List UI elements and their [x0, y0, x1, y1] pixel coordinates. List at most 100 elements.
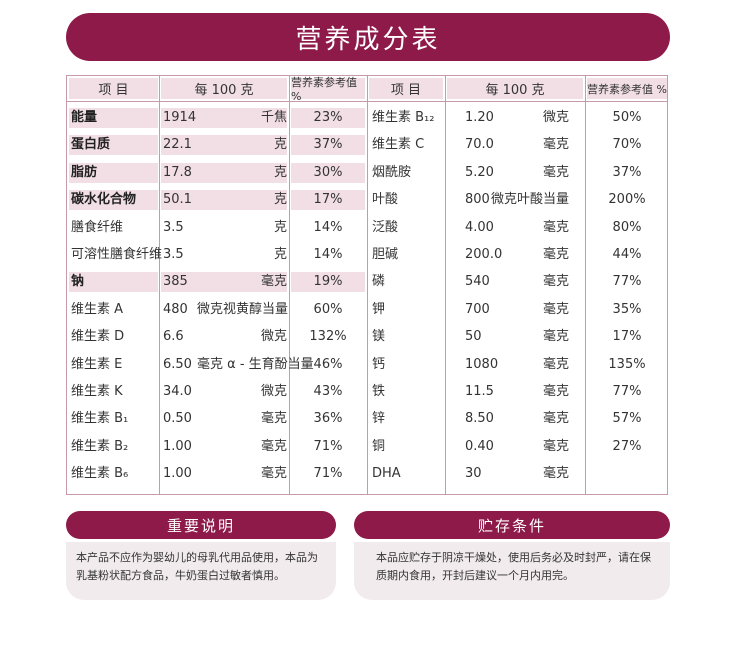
- nutrient-value: 1.00: [163, 438, 192, 454]
- nutrition-table: 项 目 每 100 克 营养素参考值 % 项 目 每 100 克 营养素参考值 …: [66, 75, 668, 495]
- header-nrv-left: 营养素参考值 %: [291, 76, 365, 103]
- nutrient-unit: 毫克 α - 生育酚当量: [197, 356, 314, 372]
- nutrient-unit: 毫克: [542, 137, 569, 153]
- nutrient-unit: 克: [273, 164, 287, 180]
- nutrient-unit: 微克: [260, 329, 287, 345]
- nutrient-unit: 毫克: [542, 329, 569, 345]
- nutrient-unit: 微克叶酸当量: [490, 192, 569, 208]
- nutrient-nrv: 77%: [612, 274, 642, 290]
- nutrient-name: 维生素 B₁₂: [372, 110, 435, 125]
- nutrient-nrv: [587, 460, 667, 487]
- nutrient-nrv: 37%: [612, 164, 642, 180]
- header-nrv-right: 营养素参考值 %: [587, 78, 667, 99]
- nutrient-name: 钾: [372, 301, 386, 317]
- row-highlight: [291, 190, 365, 211]
- nutrient-name: 铁: [372, 384, 386, 399]
- nutrient-nrv: 200%: [608, 192, 646, 208]
- row-highlight: [291, 272, 365, 293]
- nutrient-nrv: 71%: [313, 438, 343, 454]
- nutrient-unit: 毫克: [542, 301, 569, 317]
- nutrient-unit: 毫克: [542, 274, 569, 290]
- nutrient-nrv: 14%: [313, 219, 343, 235]
- nutrient-name: 维生素 E: [71, 356, 123, 372]
- nutrient-unit: 毫克: [542, 164, 569, 180]
- nutrient-value: 11.5: [465, 384, 494, 399]
- nutrient-unit: 微克: [542, 110, 569, 125]
- nutrient-nrv: 132%: [309, 329, 347, 345]
- row-highlight: [69, 272, 158, 293]
- nutrient-nrv: 23%: [313, 110, 343, 125]
- nutrient-nrv: 44%: [612, 247, 642, 262]
- nutrient-name: 能量: [71, 110, 98, 125]
- nutrient-nrv: 71%: [313, 466, 343, 482]
- nutrient-name: DHA: [372, 466, 401, 482]
- row-highlight: [161, 108, 287, 128]
- nutrient-unit: 毫克: [260, 438, 287, 454]
- nutrient-value: 5.20: [465, 164, 494, 180]
- nutrient-value: 34.0: [163, 384, 192, 399]
- nutrient-unit: 毫克: [542, 466, 569, 482]
- nutrient-nrv: 37%: [313, 137, 343, 153]
- nutrient-value: 6.50: [163, 356, 192, 372]
- important-notice-title: 重要说明: [166, 516, 235, 535]
- nutrient-nrv: 135%: [608, 356, 646, 372]
- column-divider: [585, 76, 586, 494]
- nutrient-unit: 微克视黄醇当量: [197, 301, 289, 317]
- nutrient-value: 4.00: [465, 219, 494, 235]
- nutrient-value: 540: [465, 274, 490, 290]
- nutrient-value: 0.40: [465, 438, 494, 454]
- nutrient-value: 70.0: [465, 137, 494, 153]
- nutrient-name: 泛酸: [372, 219, 399, 235]
- nutrient-value: 1.00: [163, 466, 192, 482]
- nutrient-name: 维生素 B₂: [71, 438, 129, 454]
- row-highlight: [69, 162, 158, 183]
- important-notice-text: 本产品不应作为婴幼儿的母乳代用品使用，本品为乳基粉状配方食品，牛奶蛋白过敏者慎用…: [76, 551, 318, 582]
- row-highlight: [161, 190, 287, 211]
- header-item-right: 项 目: [369, 78, 443, 99]
- nutrient-value: 1.20: [465, 110, 494, 125]
- nutrient-nrv: 43%: [313, 384, 343, 399]
- nutrient-nrv: 14%: [313, 247, 343, 262]
- nutrient-value: 30: [465, 466, 482, 482]
- nutrient-value: 50: [465, 329, 482, 345]
- nutrient-nrv: 50%: [612, 110, 642, 125]
- nutrient-nrv: 19%: [313, 274, 343, 290]
- nutrient-nrv: 17%: [313, 192, 343, 208]
- nutrient-name: 维生素 C: [372, 137, 425, 153]
- row-highlight: [291, 108, 365, 128]
- row-highlight: [69, 108, 158, 128]
- row-highlight: [161, 135, 287, 156]
- nutrient-unit: 微克: [260, 384, 287, 399]
- nutrient-value: 1914: [163, 110, 197, 125]
- column-divider: [367, 76, 368, 494]
- storage-banner: 贮存条件: [354, 511, 670, 539]
- nutrient-name: 钙: [372, 356, 386, 372]
- nutrient-value: 8.50: [465, 411, 494, 427]
- nutrient-name: 胆碱: [372, 247, 399, 262]
- nutrient-unit: 千焦: [260, 110, 287, 125]
- nutrient-nrv: 30%: [313, 164, 343, 180]
- header-per100-left: 每 100 克: [161, 78, 287, 99]
- nutrient-nrv: 27%: [612, 438, 642, 454]
- nutrient-value: 17.8: [163, 164, 192, 180]
- nutrient-nrv: 60%: [313, 301, 343, 317]
- nutrient-value: 1080: [465, 356, 499, 372]
- nutrient-name: 膳食纤维: [71, 219, 124, 235]
- nutrient-name: 蛋白质: [71, 137, 111, 153]
- nutrient-unit: 毫克: [542, 438, 569, 454]
- page-title: 营养成分表: [295, 24, 441, 55]
- column-divider: [445, 76, 446, 494]
- nutrient-unit: 克: [273, 219, 287, 235]
- nutrient-unit: 克: [273, 137, 287, 153]
- important-notice-box: 本产品不应作为婴幼儿的母乳代用品使用，本品为乳基粉状配方食品，牛奶蛋白过敏者慎用…: [66, 542, 336, 600]
- column-divider: [289, 76, 290, 494]
- nutrient-name: 维生素 D: [71, 329, 125, 345]
- nutrient-name: 磷: [372, 274, 386, 290]
- nutrient-nrv: 35%: [612, 301, 642, 317]
- nutrient-unit: 毫克: [542, 411, 569, 427]
- header-divider: [67, 101, 667, 102]
- row-highlight: [69, 135, 158, 156]
- nutrient-unit: 克: [273, 247, 287, 262]
- row-highlight: [161, 162, 287, 183]
- nutrient-name: 脂肪: [71, 164, 98, 180]
